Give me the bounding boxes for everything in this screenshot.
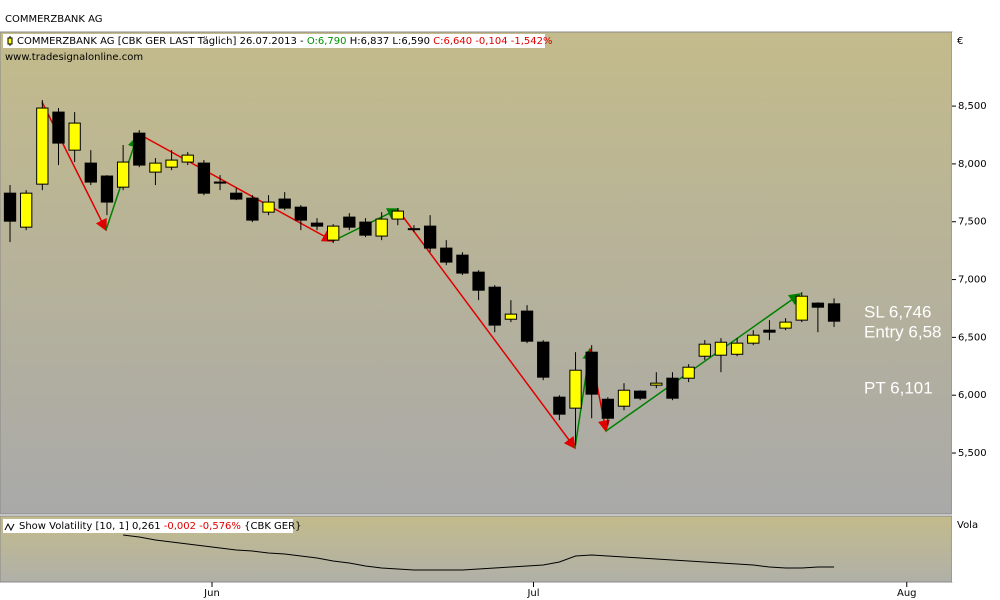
candle-body xyxy=(763,329,776,333)
candle-body xyxy=(682,366,695,379)
vola-title: Show Volatility [10, 1] 0,261 xyxy=(19,521,161,532)
vola-axis-label: Vola xyxy=(957,520,978,531)
x-tick-label: Aug xyxy=(897,588,917,599)
candle-body xyxy=(68,122,81,151)
candle-body xyxy=(827,303,841,322)
candle-body xyxy=(181,154,194,163)
candle-body xyxy=(116,161,130,188)
vola-header: Show Volatility [10, 1] 0,261 -0,002 -0,… xyxy=(19,521,301,532)
candle-body xyxy=(197,162,211,194)
y-tick-label: 8,500 xyxy=(958,101,987,112)
candle-body xyxy=(230,192,243,200)
candle-body xyxy=(504,313,518,320)
candle-body xyxy=(278,198,291,209)
candle-body xyxy=(456,254,469,274)
header-box xyxy=(3,34,545,48)
vola-header-box xyxy=(3,519,293,533)
candle-body xyxy=(213,181,227,184)
axis-area xyxy=(952,32,1000,582)
vola-suffix: {CBK GER} xyxy=(244,521,301,532)
y-tick-label: 7,500 xyxy=(958,217,987,228)
candle-body xyxy=(811,302,825,308)
y-tick-label: 8,000 xyxy=(958,159,987,170)
chart-header: COMMERZBANK AG [CBK GER LAST Täglich] 26… xyxy=(17,36,552,47)
candle-body xyxy=(617,389,631,407)
candle-body xyxy=(795,295,808,321)
candle-body xyxy=(634,390,647,399)
window-title: COMMERZBANK AG xyxy=(5,14,103,25)
header-high-low: H:6,837 L:6,590 xyxy=(350,36,430,47)
candle-body xyxy=(666,377,679,399)
candle-body xyxy=(165,159,178,168)
candle-body xyxy=(779,321,792,329)
candle-body xyxy=(375,218,388,237)
candle-body xyxy=(359,221,372,236)
candle-body xyxy=(472,271,485,291)
candle-body xyxy=(698,343,711,357)
y-tick-label: 7,000 xyxy=(958,275,987,286)
candle-icon xyxy=(7,36,13,46)
y-tick-label: 5,500 xyxy=(958,448,987,459)
header-close: C:6,640 -0,104 -1,542% xyxy=(433,36,552,47)
candle-body xyxy=(343,216,356,228)
candle-body xyxy=(149,162,162,173)
candle-body xyxy=(84,162,97,183)
candle-body xyxy=(585,351,598,395)
candle-body xyxy=(262,201,275,213)
candle-body xyxy=(327,225,340,241)
candle-body xyxy=(520,310,534,342)
y-tick-label: 6,000 xyxy=(958,390,987,401)
candle-body xyxy=(569,369,582,409)
y-tick-label: 6,500 xyxy=(958,332,987,343)
candle-body xyxy=(133,132,146,166)
x-tick-label: Jul xyxy=(526,588,539,599)
watermark: www.tradesignalonline.com xyxy=(5,52,143,63)
candle-body xyxy=(650,382,663,386)
vola-icon xyxy=(4,522,15,532)
candle-body xyxy=(36,107,49,185)
candle-body xyxy=(730,342,744,355)
annotation: PT 6,101 xyxy=(864,378,933,397)
candle-body xyxy=(537,341,550,378)
header-open: O:6,790 xyxy=(307,36,347,47)
vola-change: -0,002 -0,576% xyxy=(164,521,241,532)
candle-body xyxy=(294,206,308,221)
candle-body xyxy=(100,175,114,203)
candle-body xyxy=(20,192,33,228)
candle-body xyxy=(246,197,259,221)
candle-body xyxy=(553,396,566,415)
candle-body xyxy=(3,192,17,222)
candle-body xyxy=(747,334,760,344)
candle-body xyxy=(601,398,615,419)
candle-body xyxy=(714,341,728,356)
currency: € xyxy=(957,36,963,47)
candle-body xyxy=(423,225,437,249)
candle-body xyxy=(488,286,501,326)
vola-line xyxy=(123,534,835,571)
candle-body xyxy=(440,247,453,263)
candle-body xyxy=(407,228,421,231)
header-name: COMMERZBANK AG [CBK GER LAST Täglich] 26… xyxy=(17,36,304,47)
x-tick-label: Jun xyxy=(203,588,220,599)
annotation: SL 6,746 xyxy=(864,302,931,321)
annotation: Entry 6,58 xyxy=(864,322,942,341)
candle-body xyxy=(52,111,65,144)
candle-body xyxy=(310,222,324,227)
candle-body xyxy=(391,210,404,220)
